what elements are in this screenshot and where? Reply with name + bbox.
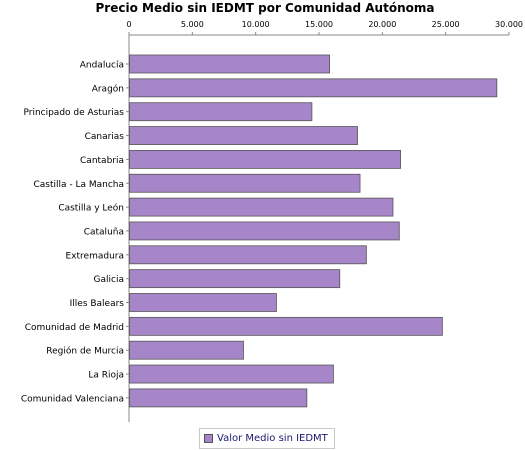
legend-swatch xyxy=(204,434,213,443)
category-label: Illes Balears xyxy=(70,299,125,309)
x-tick-label: 20.000 xyxy=(368,20,396,29)
bar xyxy=(129,197,394,217)
category-label: Comunidad Valenciana xyxy=(21,394,124,404)
x-axis-ticks: 0 5.000 10.000 15.000 20.000 25.000 30.000 xyxy=(126,20,523,35)
bar xyxy=(129,340,244,360)
bar xyxy=(129,221,400,241)
bar xyxy=(129,269,341,289)
bar xyxy=(129,293,277,312)
legend-label: Valor Medio sin IEDMT xyxy=(217,433,328,444)
category-label: Canarias xyxy=(85,132,125,142)
bar xyxy=(129,245,367,265)
category-label: Extremadura xyxy=(66,251,125,261)
category-label: Región de Murcia xyxy=(46,346,124,357)
x-tick-label: 15.000 xyxy=(305,20,333,29)
bar xyxy=(129,388,308,408)
category-label: Castilla y León xyxy=(58,203,124,214)
category-label: Comunidad de Madrid xyxy=(25,323,124,333)
category-label: Andalucía xyxy=(80,61,124,71)
category-label: Castilla - La Mancha xyxy=(33,180,124,190)
bar xyxy=(129,102,313,122)
x-tick-label: 0 xyxy=(126,20,131,29)
x-tick-label: 5.000 xyxy=(181,20,204,29)
category-label: Cataluña xyxy=(84,227,124,237)
category-label: Principado de Asturias xyxy=(23,108,124,118)
x-tick-label: 25.000 xyxy=(432,20,460,29)
category-label: Aragón xyxy=(92,83,124,94)
bar xyxy=(129,149,401,169)
bar xyxy=(129,126,358,145)
x-tick-label: 30.000 xyxy=(495,20,523,29)
category-labels: Andalucía Aragón Principado de Asturias Can… xyxy=(21,61,129,404)
bar xyxy=(129,173,361,193)
bars xyxy=(129,54,498,408)
bar xyxy=(129,78,498,98)
bar xyxy=(129,364,334,384)
category-label: La Rioja xyxy=(88,371,124,381)
category-label: Cantabria xyxy=(80,156,124,166)
bar xyxy=(129,316,443,336)
category-label: Galicia xyxy=(94,275,124,285)
chart-title: Precio Medio sin IEDMT por Comunidad Aut… xyxy=(96,1,435,15)
legend: Valor Medio sin IEDMT xyxy=(199,428,335,449)
bar xyxy=(129,54,331,74)
x-tick-label: 10.000 xyxy=(242,20,270,29)
